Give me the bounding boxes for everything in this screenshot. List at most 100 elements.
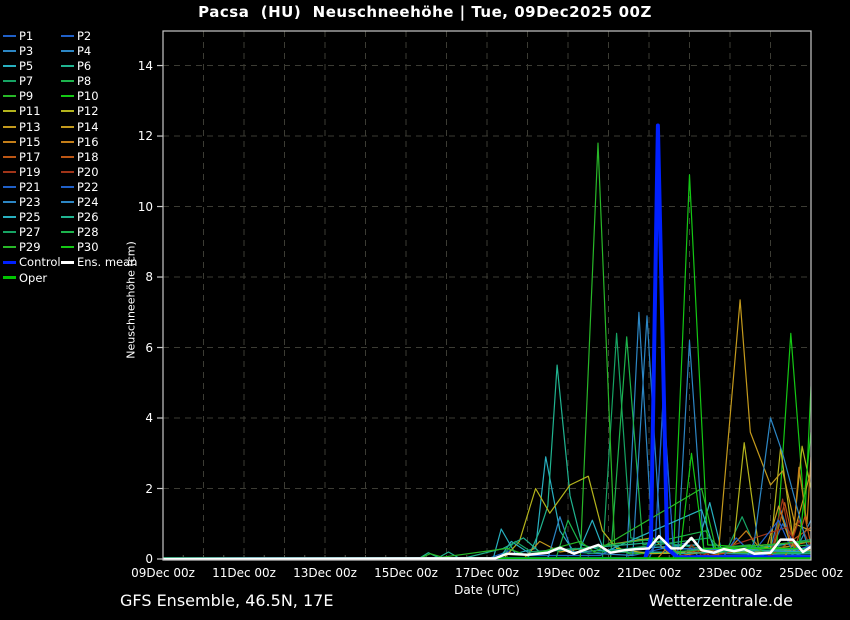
footer-model-info: GFS Ensemble, 46.5N, 17E bbox=[120, 591, 334, 610]
legend-label: P30 bbox=[77, 240, 99, 255]
legend-swatch bbox=[61, 185, 74, 188]
legend-item-p27: P27 bbox=[3, 226, 59, 238]
legend-item-control: Control bbox=[3, 255, 61, 270]
legend-label: P1 bbox=[19, 29, 34, 43]
legend-swatch bbox=[3, 276, 16, 279]
legend-swatch bbox=[61, 260, 74, 264]
y-tick-label-10: 10 bbox=[137, 199, 153, 214]
legend-swatch bbox=[3, 140, 16, 143]
legend-label: P22 bbox=[77, 179, 99, 194]
legend-item-p14: P14 bbox=[61, 121, 137, 133]
x-tick-label-11dec-00z: 11Dec 00z bbox=[212, 566, 276, 580]
legend-swatch bbox=[3, 95, 16, 98]
legend-label: P29 bbox=[19, 240, 41, 255]
legend-label: P3 bbox=[19, 44, 34, 59]
legend-label: P10 bbox=[77, 89, 99, 104]
legend-label: P19 bbox=[19, 164, 41, 179]
legend-swatch bbox=[61, 155, 74, 158]
legend-item-p23: P23 bbox=[3, 196, 59, 208]
x-axis-title: Date (UTC) bbox=[454, 583, 520, 597]
legend-item-p18: P18 bbox=[61, 151, 137, 163]
legend-item-p19: P19 bbox=[3, 166, 59, 178]
y-tick-label-12: 12 bbox=[137, 129, 153, 144]
series-line-p13 bbox=[163, 299, 811, 560]
chart-title: Pacsa (HU) Neuschneehöhe | Tue, 09Dec202… bbox=[198, 3, 652, 21]
y-tick-label-6: 6 bbox=[145, 340, 153, 355]
x-tick-label-21dec-00z: 21Dec 00z bbox=[617, 566, 681, 580]
series-line-ens-mean bbox=[163, 534, 811, 560]
x-tick-label-17dec-00z: 17Dec 00z bbox=[455, 566, 519, 580]
legend-item-p22: P22 bbox=[61, 181, 137, 193]
series-line-p2 bbox=[163, 399, 811, 560]
legend-swatch bbox=[61, 201, 74, 204]
x-tick-label-23dec-00z: 23Dec 00z bbox=[698, 566, 762, 580]
y-tick-label-4: 4 bbox=[145, 411, 153, 425]
legend-label: P8 bbox=[77, 74, 92, 89]
legend-label: P20 bbox=[77, 164, 99, 179]
legend-swatch bbox=[61, 246, 74, 249]
legend-swatch bbox=[3, 246, 16, 249]
legend-label: P12 bbox=[77, 104, 99, 119]
legend-swatch bbox=[61, 140, 74, 143]
legend-label: Control bbox=[19, 255, 61, 270]
legend-item-p25: P25 bbox=[3, 211, 59, 223]
legend-item-p6: P6 bbox=[61, 60, 137, 72]
legend-item-p1: P1 bbox=[3, 30, 59, 42]
legend-swatch bbox=[61, 35, 74, 37]
legend-label: P17 bbox=[19, 149, 41, 164]
legend-item-p21: P21 bbox=[3, 181, 59, 193]
legend: P1 P2 P3 P4 P5 P6 P7 P8 P9 P10 P11 P12 P13 P14 P15 P16 P… bbox=[3, 30, 137, 284]
legend-label: P26 bbox=[77, 210, 99, 225]
legend-label: P27 bbox=[19, 225, 41, 240]
legend-swatch bbox=[3, 50, 16, 53]
y-tick-label-14: 14 bbox=[137, 58, 153, 73]
legend-item-oper: Oper bbox=[3, 272, 59, 284]
legend-item-p10: P10 bbox=[61, 90, 137, 102]
legend-item-p28: P28 bbox=[61, 226, 137, 238]
legend-swatch bbox=[3, 170, 16, 173]
legend-label: P6 bbox=[77, 59, 92, 74]
series-line-p3 bbox=[163, 311, 811, 560]
legend-swatch bbox=[3, 110, 16, 113]
legend-swatch bbox=[61, 80, 74, 83]
legend-swatch bbox=[61, 125, 74, 128]
legend-label: P21 bbox=[19, 179, 41, 194]
legend-swatch bbox=[3, 35, 16, 37]
legend-item-p26: P26 bbox=[61, 211, 137, 223]
legend-item-p15: P15 bbox=[3, 136, 59, 148]
legend-swatch bbox=[61, 216, 74, 219]
legend-swatch bbox=[61, 110, 74, 113]
legend-swatch bbox=[3, 65, 16, 68]
legend-swatch bbox=[3, 260, 16, 264]
legend-item-p11: P11 bbox=[3, 105, 59, 117]
legend-label: Oper bbox=[19, 270, 48, 285]
y-tick-label-2: 2 bbox=[145, 481, 153, 496]
legend-item-p2: P2 bbox=[61, 30, 137, 42]
legend-item-p13: P13 bbox=[3, 121, 59, 133]
legend-item-p29: P29 bbox=[3, 241, 59, 253]
legend-label: P11 bbox=[19, 104, 41, 119]
legend-item-p30: P30 bbox=[61, 241, 137, 253]
footer-brand: Wetterzentrale.de bbox=[648, 591, 793, 610]
legend-label: P16 bbox=[77, 134, 99, 149]
legend-swatch bbox=[3, 155, 16, 158]
legend-label: P28 bbox=[77, 225, 99, 240]
x-tick-label-09dec-00z: 09Dec 00z bbox=[131, 566, 195, 580]
legend-label: P13 bbox=[19, 119, 41, 134]
series-line-p5 bbox=[163, 456, 811, 560]
x-tick-label-25dec-00z: 25Dec 00z bbox=[779, 566, 843, 580]
legend-item-p9: P9 bbox=[3, 90, 59, 102]
x-tick-label-13dec-00z: 13Dec 00z bbox=[293, 566, 357, 580]
legend-swatch bbox=[3, 216, 16, 219]
legend-item-p5: P5 bbox=[3, 60, 59, 72]
x-tick-label-15dec-00z: 15Dec 00z bbox=[374, 566, 438, 580]
legend-item-p12: P12 bbox=[61, 105, 137, 117]
legend-item-p3: P3 bbox=[3, 45, 59, 57]
legend-label: P15 bbox=[19, 134, 41, 149]
legend-swatch bbox=[61, 65, 74, 68]
legend-item-p8: P8 bbox=[61, 75, 137, 87]
plot-border bbox=[162, 30, 812, 561]
legend-item-p4: P4 bbox=[61, 45, 137, 57]
